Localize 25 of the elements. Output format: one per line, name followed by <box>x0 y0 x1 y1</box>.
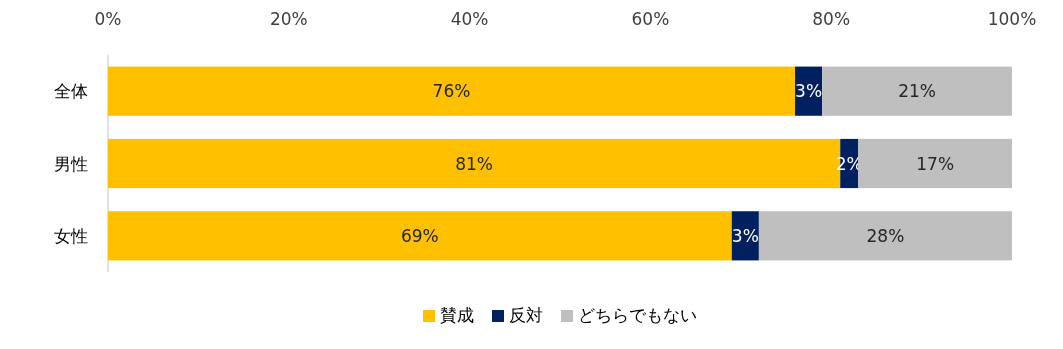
legend-label: どちらでもない <box>578 305 697 325</box>
data-label: 17% <box>916 153 955 174</box>
y-tick-label: 男性 <box>54 153 88 174</box>
x-tick-label: 20% <box>269 9 308 29</box>
x-tick-label: 80% <box>812 9 851 29</box>
data-label: 76% <box>432 81 471 102</box>
y-tick-label: 女性 <box>54 225 88 246</box>
legend-label: 反対 <box>509 305 543 325</box>
legend-label: 賛成 <box>440 305 474 325</box>
data-label: 28% <box>866 225 905 246</box>
x-tick-label: 40% <box>450 9 489 29</box>
data-label: 3% <box>795 81 823 102</box>
x-tick-label: 60% <box>631 9 670 29</box>
x-tick-label: 100% <box>987 9 1037 29</box>
bar <box>858 138 1012 189</box>
bar <box>822 66 1012 116</box>
x-tick-label: 0% <box>94 9 122 29</box>
bar <box>108 66 796 116</box>
bar <box>108 211 732 261</box>
data-label: 69% <box>400 225 439 246</box>
y-tick-label: 全体 <box>54 81 88 102</box>
data-label: 3% <box>731 225 759 246</box>
data-label: 21% <box>898 81 936 102</box>
bar <box>758 211 1012 261</box>
data-label: 81% <box>455 153 494 174</box>
